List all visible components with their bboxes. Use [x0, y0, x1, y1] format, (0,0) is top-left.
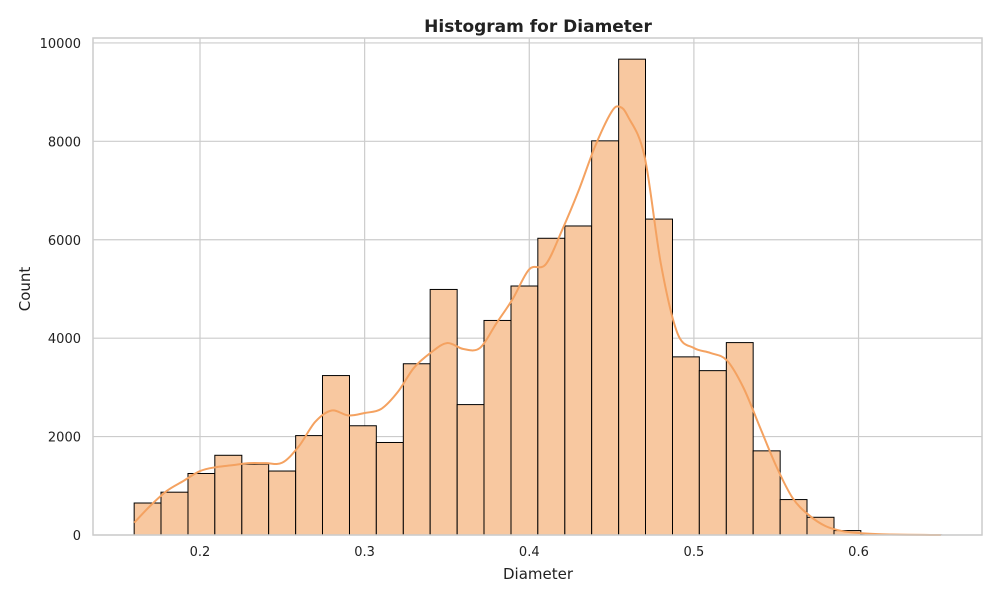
- histogram-bar: [456, 404, 485, 536]
- histogram-bar: [321, 375, 350, 536]
- histogram-bar: [214, 454, 243, 536]
- y-tick-label: 6000: [48, 234, 81, 249]
- x-tick-label: 0.3: [354, 545, 375, 560]
- histogram-bar: [160, 491, 189, 536]
- histogram-bar: [644, 218, 673, 536]
- y-tick-label: 4000: [48, 332, 81, 347]
- histogram-bar: [591, 140, 620, 536]
- histogram-bar: [698, 370, 727, 536]
- histogram-bar: [483, 319, 512, 536]
- x-axis-label: Diameter: [503, 565, 574, 583]
- kde-layer: [133, 105, 941, 536]
- histogram-bar: [564, 225, 593, 536]
- histogram-bar: [510, 285, 539, 536]
- kde-curve: [133, 105, 941, 536]
- y-tick-label: 8000: [48, 135, 81, 150]
- y-axis-label: Count: [16, 267, 34, 312]
- histogram-bar: [268, 470, 297, 536]
- histogram-bar: [348, 425, 377, 536]
- y-tick-label: 0: [73, 529, 81, 544]
- chart-title: Histogram for Diameter: [424, 17, 652, 37]
- plot-frame: [92, 37, 983, 536]
- y-tick-label: 10000: [40, 37, 81, 52]
- histogram-bar: [806, 516, 835, 536]
- x-axis-ticks: 0.2 0.3 0.4 0.5 0.6: [190, 545, 869, 560]
- x-tick-label: 0.4: [519, 545, 540, 560]
- x-tick-label: 0.5: [684, 545, 705, 560]
- histogram-bar: [295, 435, 323, 536]
- histogram-bar: [779, 499, 808, 536]
- x-tick-label: 0.2: [190, 545, 211, 560]
- histogram-bar: [537, 237, 566, 536]
- histogram-bar: [402, 363, 431, 536]
- histogram-bar: [725, 342, 754, 536]
- histogram-bar: [241, 463, 270, 536]
- y-axis-ticks: 0 2000 4000 6000 8000 10000: [40, 37, 81, 544]
- histogram-bar: [375, 441, 404, 536]
- histogram-bar: [187, 472, 216, 536]
- x-tick-label: 0.6: [848, 545, 869, 560]
- histogram-bar: [618, 58, 646, 536]
- y-tick-label: 2000: [48, 431, 81, 446]
- bars-layer: [133, 58, 943, 536]
- histogram-bar: [671, 356, 700, 536]
- histogram-bar: [429, 288, 458, 536]
